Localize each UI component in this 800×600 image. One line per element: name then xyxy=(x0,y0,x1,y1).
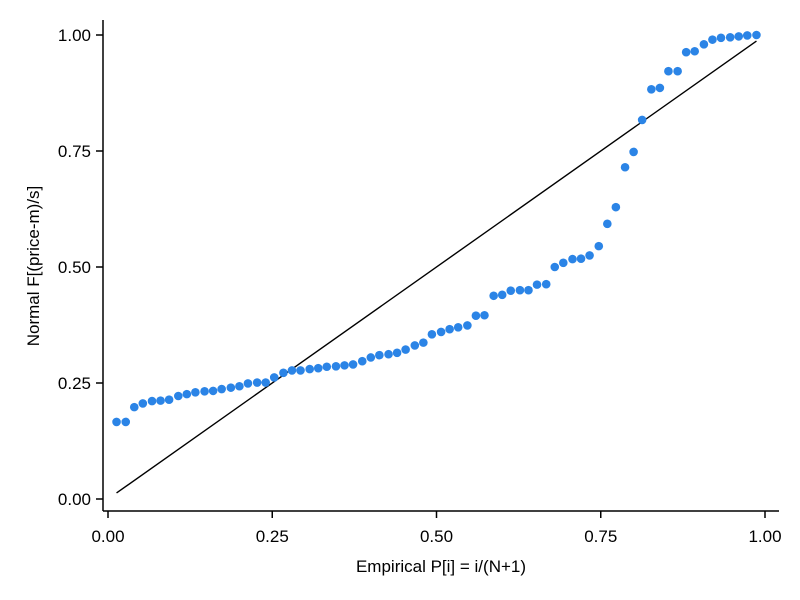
data-point xyxy=(559,258,568,268)
data-point xyxy=(445,324,454,334)
data-point xyxy=(620,162,630,172)
data-point xyxy=(138,399,148,408)
data-point xyxy=(401,345,410,354)
data-point xyxy=(366,353,376,362)
data-point xyxy=(673,66,682,76)
data-point xyxy=(471,311,481,321)
data-point xyxy=(742,31,752,40)
data-point xyxy=(156,396,165,405)
data-point xyxy=(585,251,594,260)
data-point xyxy=(410,341,420,350)
data-point xyxy=(375,350,384,360)
data-point xyxy=(331,361,341,371)
data-point xyxy=(269,373,279,382)
data-point xyxy=(121,417,131,427)
data-point xyxy=(532,280,542,289)
data-point xyxy=(734,32,744,41)
data-point xyxy=(708,35,717,44)
data-point xyxy=(279,368,288,378)
data-point xyxy=(637,115,647,125)
data-point xyxy=(112,417,121,427)
x-tick-label: 1.00 xyxy=(748,527,781,546)
data-point xyxy=(629,147,638,157)
data-point xyxy=(217,384,226,394)
data-point xyxy=(164,395,174,405)
data-point xyxy=(235,381,244,391)
data-point xyxy=(453,323,463,332)
data-point xyxy=(252,378,262,387)
data-point xyxy=(515,285,525,295)
data-point xyxy=(287,366,297,375)
data-point xyxy=(182,389,192,399)
data-point xyxy=(226,383,236,392)
data-point xyxy=(506,286,516,295)
x-tick-label: 0.50 xyxy=(420,527,453,546)
data-point xyxy=(480,310,489,320)
data-point xyxy=(173,391,183,401)
data-point xyxy=(611,202,621,212)
y-tick-label: 1.00 xyxy=(58,26,91,45)
data-point xyxy=(357,356,367,366)
data-point xyxy=(436,327,446,337)
data-point xyxy=(419,338,428,347)
y-tick-label: 0.50 xyxy=(58,258,91,277)
data-point xyxy=(716,33,726,43)
data-point xyxy=(208,386,218,396)
data-point xyxy=(392,348,402,358)
data-point xyxy=(497,290,507,300)
data-point xyxy=(690,46,700,56)
data-point xyxy=(550,262,560,272)
y-axis-ticks: 0.00 0.25 0.50 0.75 1.00 xyxy=(58,26,103,509)
data-point xyxy=(305,364,314,374)
x-tick-label: 0.00 xyxy=(91,527,124,546)
data-point xyxy=(576,254,586,263)
data-point xyxy=(348,360,358,369)
data-point xyxy=(427,329,437,339)
data-point xyxy=(200,387,209,396)
data-point xyxy=(603,219,612,229)
data-point xyxy=(524,285,533,295)
data-point xyxy=(261,378,270,387)
y-axis-title: Normal F[(price-m)/s] xyxy=(24,186,43,347)
data-point xyxy=(489,291,498,301)
x-tick-label: 0.25 xyxy=(256,527,289,546)
x-axis-ticks: 0.00 0.25 0.50 0.75 1.00 xyxy=(91,511,782,546)
y-tick-label: 0.25 xyxy=(58,374,91,393)
data-point xyxy=(296,366,305,375)
data-point xyxy=(725,33,735,42)
data-point xyxy=(699,39,709,49)
data-point xyxy=(463,321,472,330)
data-points xyxy=(112,30,761,427)
data-point xyxy=(313,363,323,373)
data-point xyxy=(541,279,551,289)
data-point xyxy=(243,379,253,388)
y-tick-label: 0.75 xyxy=(58,142,91,161)
data-point xyxy=(147,396,157,406)
data-point xyxy=(647,84,656,94)
x-tick-label: 0.75 xyxy=(584,527,617,546)
data-point xyxy=(340,361,349,370)
x-axis-title: Empirical P[i] = i/(N+1) xyxy=(356,557,526,576)
data-point xyxy=(322,362,332,372)
data-point xyxy=(655,83,665,93)
data-point xyxy=(129,402,139,412)
y-tick-label: 0.00 xyxy=(58,490,91,509)
data-point xyxy=(191,387,200,397)
data-point xyxy=(681,47,691,57)
data-point xyxy=(384,349,393,359)
data-point xyxy=(594,241,604,251)
data-point xyxy=(752,30,761,40)
data-point xyxy=(568,254,577,264)
data-point xyxy=(664,66,673,76)
reference-line xyxy=(116,40,757,494)
